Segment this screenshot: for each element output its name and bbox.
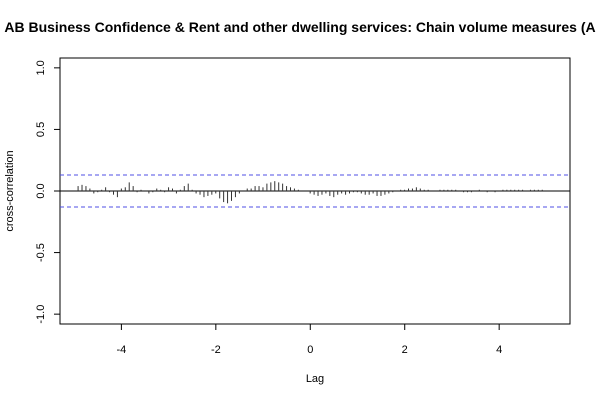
- confidence-bounds: [60, 174, 570, 208]
- x-axis-label: Lag: [306, 373, 324, 385]
- correlation-bars: [77, 181, 543, 204]
- x-tick-label: 0: [307, 344, 313, 356]
- y-axis-label: cross-correlation: [4, 150, 16, 231]
- x-tick-label: 2: [402, 344, 408, 356]
- x-tick-label: -4: [116, 344, 126, 356]
- y-tick-label: 1.0: [35, 60, 47, 75]
- x-tick-label: -2: [211, 344, 221, 356]
- y-tick-label: -0.5: [35, 243, 47, 262]
- y-axis: -1.0 -0.5 0.0 0.5 1.0: [35, 60, 60, 324]
- chart-title: AB Business Confidence & Rent and other …: [4, 19, 595, 35]
- x-tick-label: 4: [496, 344, 502, 356]
- y-tick-label: -1.0: [35, 305, 47, 324]
- y-tick-label: 0.5: [35, 122, 47, 137]
- y-tick-label: 0.0: [35, 183, 47, 198]
- x-axis: -4 -2 0 2 4: [116, 324, 502, 356]
